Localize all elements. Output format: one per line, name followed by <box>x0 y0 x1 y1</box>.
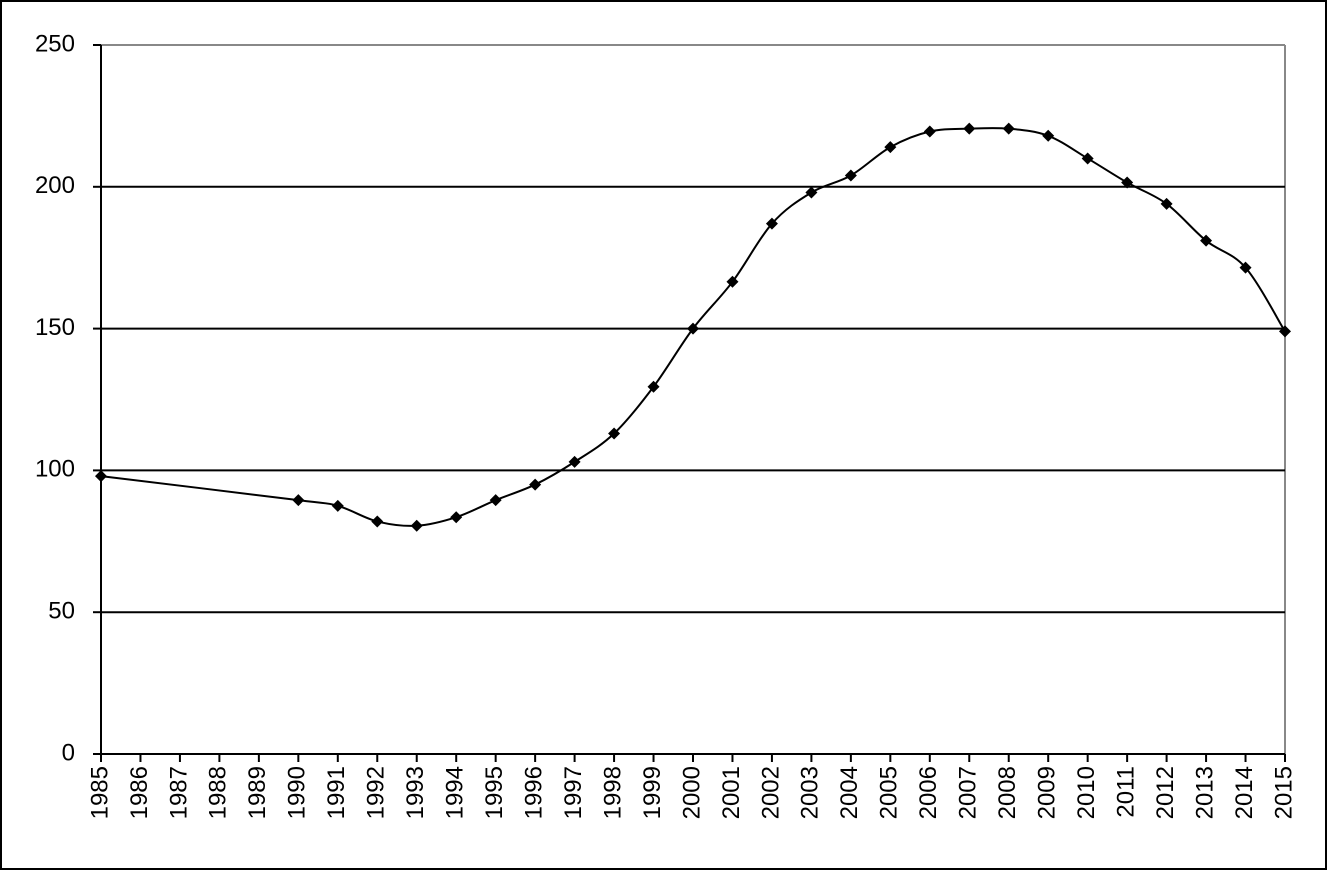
marker <box>805 186 818 199</box>
y-tick-label: 0 <box>62 739 75 766</box>
marker <box>529 478 542 491</box>
x-tick-label: 1985 <box>86 766 113 819</box>
x-tick-label: 2000 <box>678 766 705 819</box>
marker <box>1160 197 1173 210</box>
marker <box>963 122 976 135</box>
marker <box>687 322 699 335</box>
x-tick-label: 1993 <box>402 766 429 819</box>
x-tick-label: 1989 <box>244 766 271 819</box>
y-tick-label: 200 <box>35 172 75 199</box>
x-tick-label: 1995 <box>481 766 508 819</box>
marker <box>923 125 936 138</box>
marker <box>765 217 778 230</box>
y-tick-label: 100 <box>35 456 75 483</box>
x-tick-label: 2001 <box>718 766 745 819</box>
marker <box>568 455 581 468</box>
x-tick-label: 1992 <box>363 766 390 819</box>
marker <box>1239 261 1252 274</box>
x-tick-label: 2014 <box>1231 766 1258 819</box>
x-tick-label: 1997 <box>560 766 587 819</box>
y-tick-label: 150 <box>35 314 75 341</box>
x-tick-label: 2004 <box>836 766 863 819</box>
x-tick-label: 2009 <box>1034 766 1061 819</box>
marker <box>608 427 621 440</box>
x-tick-label: 1998 <box>599 766 626 819</box>
x-tick-label: 1988 <box>205 766 232 819</box>
x-tick-label: 2002 <box>757 766 784 819</box>
x-tick-label: 1991 <box>323 766 350 819</box>
x-tick-label: 2011 <box>1112 766 1139 818</box>
x-tick-label: 1999 <box>639 766 666 819</box>
marker <box>726 275 739 288</box>
x-tick-label: 1994 <box>442 766 469 819</box>
marker <box>489 494 502 507</box>
x-tick-label: 1990 <box>284 766 311 819</box>
marker <box>844 169 857 182</box>
y-tick-label: 250 <box>35 30 75 57</box>
marker <box>1279 325 1291 338</box>
marker <box>292 494 305 507</box>
y-tick-label: 50 <box>48 598 75 625</box>
marker <box>647 380 660 393</box>
x-tick-label: 2008 <box>994 766 1021 819</box>
x-tick-label: 2013 <box>1191 766 1218 819</box>
marker <box>410 519 423 532</box>
marker <box>1002 122 1015 135</box>
x-tick-label: 1996 <box>520 766 547 819</box>
marker <box>371 515 384 528</box>
marker <box>95 470 107 483</box>
x-tick-label: 1986 <box>126 766 153 819</box>
marker <box>450 511 463 524</box>
x-tick-label: 2007 <box>955 766 982 819</box>
x-tick-label: 2010 <box>1073 766 1100 819</box>
x-tick-label: 2006 <box>915 766 942 819</box>
x-tick-label: 2005 <box>876 766 903 819</box>
line <box>100 127 1286 527</box>
marker <box>884 141 897 154</box>
x-tick-label: 2003 <box>797 766 824 819</box>
marker <box>1121 176 1134 189</box>
x-tick-label: 1987 <box>165 766 192 819</box>
marker <box>1081 152 1094 165</box>
x-tick-label: 2012 <box>1152 766 1179 819</box>
marker <box>1042 129 1055 142</box>
marker <box>331 499 344 512</box>
marker <box>1200 234 1213 247</box>
x-tick-label: 2015 <box>1270 766 1297 819</box>
